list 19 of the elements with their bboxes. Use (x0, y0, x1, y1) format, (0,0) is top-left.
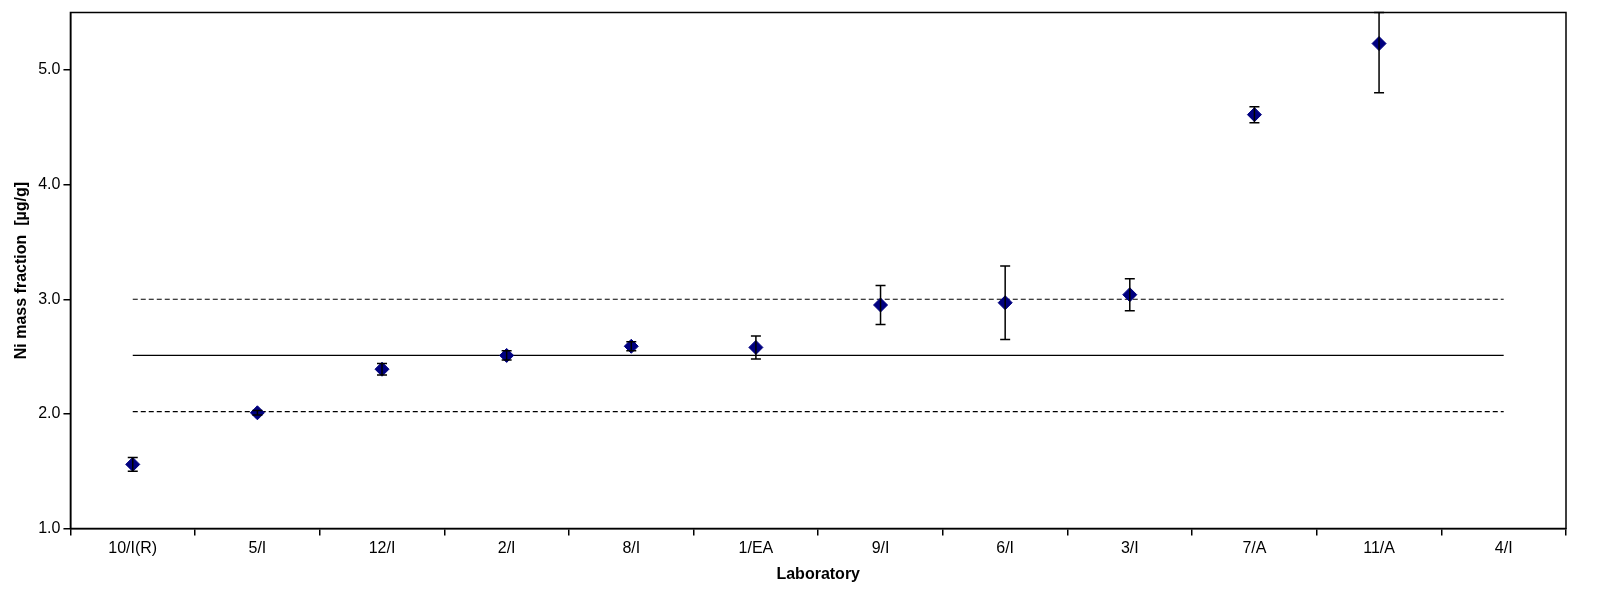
x-tick-label: 7/A (1242, 538, 1267, 556)
y-tick-label: 2.0 (38, 404, 61, 422)
y-tick-label: 4.0 (38, 175, 61, 193)
y-tick-label: 5.0 (38, 60, 61, 78)
x-tick-label: 1/EA (738, 538, 774, 556)
x-tick-label: 2/I (497, 538, 516, 556)
x-tick-label: 12/I (368, 538, 396, 556)
x-tick-label: 5/I (248, 538, 267, 556)
x-tick-label: 8/I (622, 538, 641, 556)
x-tick-label: 11/A (1363, 538, 1396, 556)
x-tick-label: 6/I (996, 538, 1015, 556)
x-axis-title: Laboratory (776, 564, 861, 582)
x-tick-label: 9/I (871, 538, 890, 556)
x-tick-label: 10/I(R) (108, 538, 158, 556)
x-tick-label: 4/I (1494, 538, 1513, 556)
y-axis-title: Ni mass fraction [µg/g] (12, 181, 30, 360)
y-tick-label: 1.0 (38, 519, 61, 537)
y-tick-label: 3.0 (38, 289, 61, 307)
x-tick-label: 3/I (1120, 538, 1139, 556)
